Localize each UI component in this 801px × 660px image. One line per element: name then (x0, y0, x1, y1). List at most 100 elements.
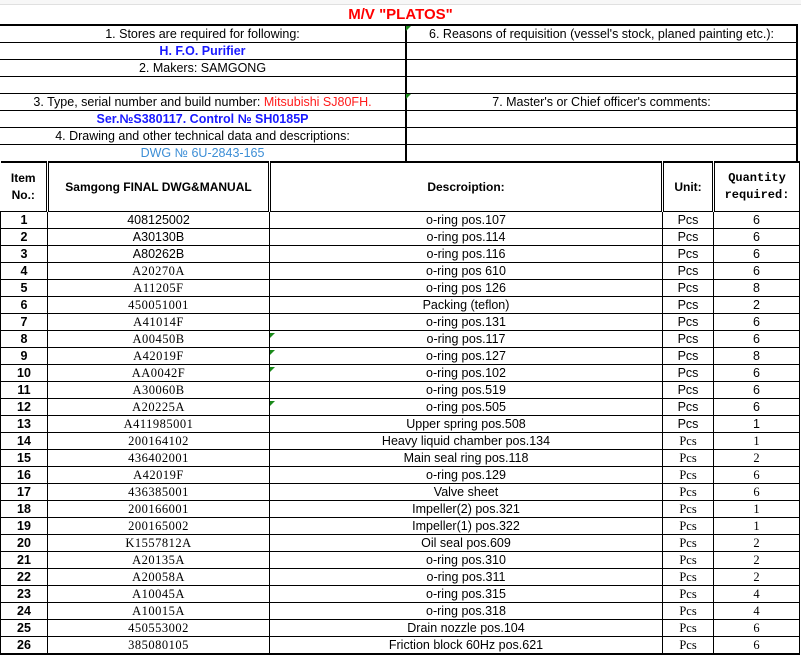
description-cell[interactable]: o-ring pos.310 (269, 551, 663, 569)
stores-value[interactable]: H. F.O. Purifier (0, 43, 405, 60)
quantity-cell[interactable]: 6 (713, 636, 800, 655)
item-number-cell[interactable]: 14 (0, 432, 48, 450)
part-number-cell[interactable]: A42019F (47, 466, 270, 484)
header-part-number[interactable]: Samgong FINAL DWG&MANUAL (46, 161, 270, 212)
item-number-cell[interactable]: 15 (0, 449, 48, 467)
part-number-cell[interactable]: 200164102 (47, 432, 270, 450)
unit-cell[interactable]: Pcs (662, 585, 714, 603)
quantity-cell[interactable]: 6 (713, 330, 800, 348)
part-number-cell[interactable]: A30130B (47, 228, 270, 246)
unit-cell[interactable]: Pcs (662, 398, 714, 416)
unit-cell[interactable]: Pcs (662, 500, 714, 518)
unit-cell[interactable]: Pcs (662, 619, 714, 637)
description-cell[interactable]: o-ring pos.129 (269, 466, 663, 484)
item-number-cell[interactable]: 16 (0, 466, 48, 484)
quantity-cell[interactable]: 2 (713, 534, 800, 552)
item-number-cell[interactable]: 5 (0, 279, 48, 297)
quantity-cell[interactable]: 6 (713, 211, 800, 229)
unit-cell[interactable]: Pcs (662, 483, 714, 501)
quantity-cell[interactable]: 6 (713, 466, 800, 484)
item-number-cell[interactable]: 10 (0, 364, 48, 382)
part-number-cell[interactable]: A20058A (47, 568, 270, 586)
quantity-cell[interactable]: 6 (713, 313, 800, 331)
unit-cell[interactable]: Pcs (662, 364, 714, 382)
drawing-label[interactable]: 4. Drawing and other technical data and … (0, 128, 405, 145)
unit-cell[interactable]: Pcs (662, 381, 714, 399)
quantity-cell[interactable]: 2 (713, 551, 800, 569)
unit-cell[interactable]: Pcs (662, 279, 714, 297)
part-number-cell[interactable]: A10015A (47, 602, 270, 620)
description-cell[interactable]: o-ring pos.116 (269, 245, 663, 263)
description-cell[interactable]: o-ring pos.315 (269, 585, 663, 603)
makers[interactable]: 2. Makers: SAMGONG (0, 60, 405, 77)
type-row[interactable]: 3. Type, serial number and build number:… (0, 94, 405, 111)
comments-line[interactable] (407, 145, 796, 162)
unit-cell[interactable]: Pcs (662, 449, 714, 467)
description-cell[interactable]: o-ring pos.519 (269, 381, 663, 399)
description-cell[interactable]: o-ring pos.127 (269, 347, 663, 365)
unit-cell[interactable]: Pcs (662, 245, 714, 263)
quantity-cell[interactable]: 6 (713, 228, 800, 246)
item-number-cell[interactable]: 26 (0, 636, 48, 655)
item-number-cell[interactable]: 20 (0, 534, 48, 552)
quantity-cell[interactable]: 6 (713, 262, 800, 280)
description-cell[interactable]: Packing (teflon) (269, 296, 663, 314)
quantity-cell[interactable]: 4 (713, 585, 800, 603)
reasons-line[interactable] (407, 60, 796, 77)
quantity-cell[interactable]: 1 (713, 500, 800, 518)
quantity-cell[interactable]: 1 (713, 415, 800, 433)
item-number-cell[interactable]: 4 (0, 262, 48, 280)
quantity-cell[interactable]: 2 (713, 296, 800, 314)
quantity-cell[interactable]: 6 (713, 364, 800, 382)
item-number-cell[interactable]: 22 (0, 568, 48, 586)
part-number-cell[interactable]: 408125002 (47, 211, 270, 229)
quantity-cell[interactable]: 4 (713, 602, 800, 620)
part-number-cell[interactable]: A41014F (47, 313, 270, 331)
quantity-cell[interactable]: 8 (713, 279, 800, 297)
description-cell[interactable]: Upper spring pos.508 (269, 415, 663, 433)
header-description[interactable]: Descroiption: (268, 161, 663, 212)
unit-cell[interactable]: Pcs (662, 415, 714, 433)
description-cell[interactable]: o-ring pos.131 (269, 313, 663, 331)
item-number-cell[interactable]: 18 (0, 500, 48, 518)
quantity-cell[interactable]: 8 (713, 347, 800, 365)
description-cell[interactable]: o-ring pos 126 (269, 279, 663, 297)
comments-line[interactable] (407, 111, 796, 128)
quantity-cell[interactable]: 1 (713, 432, 800, 450)
empty-cell[interactable] (0, 77, 405, 94)
part-number-cell[interactable]: A00450B (47, 330, 270, 348)
description-cell[interactable]: Valve sheet (269, 483, 663, 501)
part-number-cell[interactable]: 450553002 (47, 619, 270, 637)
comments-line[interactable] (407, 128, 796, 145)
item-number-cell[interactable]: 12 (0, 398, 48, 416)
quantity-cell[interactable]: 1 (713, 517, 800, 535)
part-number-cell[interactable]: A80262B (47, 245, 270, 263)
item-number-cell[interactable]: 21 (0, 551, 48, 569)
description-cell[interactable]: o-ring pos.114 (269, 228, 663, 246)
quantity-cell[interactable]: 6 (713, 619, 800, 637)
header-item-no[interactable]: Item No.: (0, 161, 48, 212)
unit-cell[interactable]: Pcs (662, 296, 714, 314)
unit-cell[interactable]: Pcs (662, 466, 714, 484)
quantity-cell[interactable]: 6 (713, 483, 800, 501)
description-cell[interactable]: Oil seal pos.609 (269, 534, 663, 552)
unit-cell[interactable]: Pcs (662, 534, 714, 552)
description-cell[interactable]: Main seal ring pos.118 (269, 449, 663, 467)
reasons-label[interactable]: 6. Reasons of requisition (vessel's stoc… (407, 26, 796, 43)
description-cell[interactable]: o-ring pos 610 (269, 262, 663, 280)
serial-number[interactable]: Ser.№S380117. Control № SH0185P (0, 111, 405, 128)
unit-cell[interactable]: Pcs (662, 517, 714, 535)
item-number-cell[interactable]: 11 (0, 381, 48, 399)
part-number-cell[interactable]: A11205F (47, 279, 270, 297)
part-number-cell[interactable]: A20135A (47, 551, 270, 569)
unit-cell[interactable]: Pcs (662, 602, 714, 620)
quantity-cell[interactable]: 2 (713, 449, 800, 467)
item-number-cell[interactable]: 19 (0, 517, 48, 535)
unit-cell[interactable]: Pcs (662, 330, 714, 348)
description-cell[interactable]: Heavy liquid chamber pos.134 (269, 432, 663, 450)
part-number-cell[interactable]: 200165002 (47, 517, 270, 535)
item-number-cell[interactable]: 13 (0, 415, 48, 433)
part-number-cell[interactable]: A20270A (47, 262, 270, 280)
unit-cell[interactable]: Pcs (662, 262, 714, 280)
part-number-cell[interactable]: A10045A (47, 585, 270, 603)
